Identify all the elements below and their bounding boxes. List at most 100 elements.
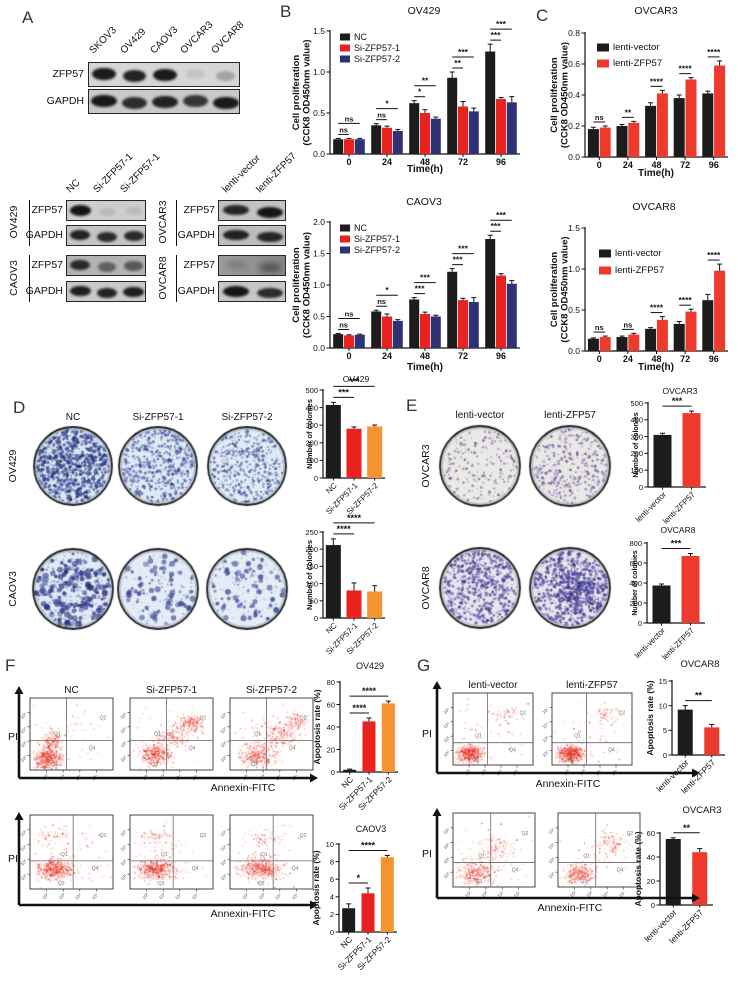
- bar: [714, 270, 726, 351]
- y-tick-label: 60: [327, 700, 335, 709]
- flow-y-tick-label: 10⁵: [19, 711, 27, 719]
- flow-y-tick-label: 10⁵: [219, 829, 227, 837]
- blot-kd-OV429-ZFP57: [66, 200, 146, 221]
- blot-kd-OV429-GAPDH: [66, 225, 146, 246]
- blot-protein-label: ZFP57: [52, 67, 84, 80]
- bar: [344, 139, 354, 154]
- panel-letter-g: G: [417, 656, 431, 675]
- y-axis-title: Number of colonies: [305, 540, 314, 610]
- y-tick-label: 0.2: [568, 121, 580, 131]
- protein-band: [183, 94, 208, 108]
- y-tick-label: 1.5: [313, 248, 325, 258]
- bar: [714, 65, 726, 157]
- protein-band: [98, 208, 116, 217]
- sig-label: **: [683, 823, 691, 833]
- x-tick-label: 24: [382, 351, 392, 361]
- bar: [381, 703, 395, 772]
- panel-letter-e: E: [406, 396, 418, 415]
- y-tick-label: 1.0: [568, 264, 580, 274]
- protein-band: [153, 68, 177, 82]
- quadrant-label-q3: Q3: [158, 881, 165, 887]
- quadrant-label-q1: Q1: [161, 852, 168, 858]
- colony-col-label: Si-ZFP57-2: [221, 412, 273, 423]
- legend-label: NC: [354, 223, 367, 233]
- blot-bracket: [29, 255, 31, 302]
- y-tick-label: 0: [651, 901, 655, 910]
- y-tick-label: 0.0: [313, 149, 325, 159]
- protein-band: [123, 286, 144, 298]
- bar: [652, 585, 671, 623]
- sig-label: ns: [339, 125, 348, 134]
- bar: [682, 413, 701, 487]
- flow-plot-frame: [551, 692, 633, 766]
- bar: [420, 113, 430, 154]
- y-tick-label: 200: [305, 439, 318, 448]
- flow-plot-frame: [452, 812, 536, 888]
- quadrant-label-q2: Q2: [200, 716, 207, 722]
- sig-label: ***: [491, 221, 502, 231]
- y-tick-label: 0: [331, 768, 335, 777]
- y-axis-title: Number of colonies: [633, 412, 640, 477]
- flow-y-tick-label: 10⁵: [119, 711, 127, 719]
- flow-y-tick-label: 10⁴: [19, 726, 27, 734]
- chart-title: CAOV3: [406, 196, 442, 208]
- blot-screen-gapdh: [88, 89, 240, 114]
- blot-protein-label: ZFP57: [31, 203, 63, 216]
- bar: [702, 300, 714, 351]
- bar: [506, 102, 517, 154]
- flow-plot-frame: [452, 692, 534, 766]
- y-tick-label: 10: [326, 840, 334, 849]
- colony-row-label: OVCAR8: [420, 566, 432, 609]
- f-row2-pi-label: PI: [8, 853, 18, 865]
- flow-y-tick-label: 10³: [20, 858, 28, 866]
- panel-letter-a: A: [22, 8, 34, 27]
- bar: [628, 334, 640, 351]
- quadrant-label-q2: Q2: [520, 711, 527, 717]
- y-tick-label: 0: [314, 474, 318, 483]
- bar: [681, 556, 700, 623]
- y-tick-label: 0: [330, 928, 334, 937]
- x-tick-label: 72: [680, 354, 690, 364]
- sig-label: ****: [362, 686, 377, 696]
- flow-y-tick-label: 10³: [20, 740, 28, 748]
- x-tick-label: 72: [680, 160, 690, 170]
- y-axis-title-2: (CCK8 OD450nm value): [560, 42, 571, 148]
- bar: [354, 139, 365, 154]
- arrowhead: [310, 773, 318, 783]
- blot-bracket: [176, 255, 178, 302]
- quadrant-label-q2: Q2: [300, 833, 307, 839]
- flow-plot-title: Si-ZFP57-1: [146, 685, 198, 696]
- quadrant-label-q2: Q2: [300, 716, 307, 722]
- x-tick-label: 24: [382, 157, 392, 167]
- panel-letter-b: B: [280, 2, 292, 21]
- y-axis-title: Apoptosis rate (%): [633, 831, 643, 906]
- x-tick-label: 72: [458, 351, 468, 361]
- chart-title: OVCAR3: [663, 386, 698, 396]
- colony-row-label: OV429: [7, 450, 19, 483]
- bar: [645, 328, 657, 351]
- flow-y-tick-label: 10⁴: [541, 721, 549, 729]
- flow-x-tick-label: 10⁴: [274, 892, 282, 900]
- quadrant-label-q1: Q1: [583, 854, 590, 860]
- bar: [371, 311, 382, 348]
- y-tick-label: 300: [305, 421, 318, 430]
- flow-plot-title: Si-ZFP57-2: [246, 685, 298, 696]
- bar: [344, 335, 354, 348]
- blot-oe-OVCAR3-ZFP57: [218, 200, 286, 221]
- flow-x-tick-label: 10⁴: [174, 892, 182, 900]
- protein-band: [124, 261, 143, 271]
- bar: [496, 275, 506, 348]
- y-tick-label: 0.0: [568, 346, 580, 356]
- legend-label: lenti-vector: [615, 248, 661, 259]
- flow-y-tick-label: 10⁵: [541, 706, 549, 714]
- bar: [392, 320, 403, 348]
- x-tick-label: 0: [597, 354, 602, 364]
- legend-label: lenti-ZFP57: [613, 58, 662, 69]
- x-tick-label: 96: [496, 351, 506, 361]
- blot-oe-OVCAR8-ZFP57: [218, 255, 286, 276]
- sig-label: *: [385, 99, 389, 109]
- x-tick-label: 48: [651, 354, 661, 364]
- blot-lane-label: lenti-ZFP57: [254, 150, 299, 196]
- sig-label: ns: [624, 320, 633, 329]
- sig-label: *: [418, 87, 422, 97]
